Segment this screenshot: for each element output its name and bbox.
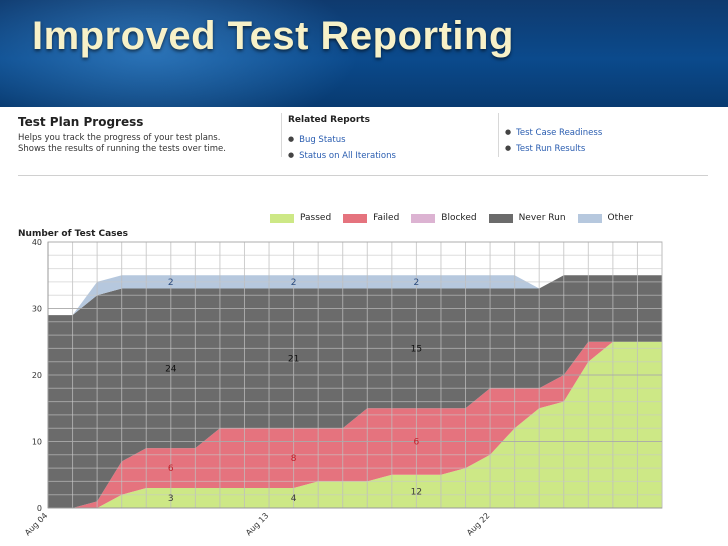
data-label-failed: 8: [291, 454, 297, 464]
bullet-icon: ●: [505, 128, 512, 136]
data-label-passed: 3: [168, 494, 174, 504]
legend-swatch: [488, 213, 513, 223]
link-bug-status[interactable]: ● Bug Status: [288, 132, 396, 148]
x-tick-label: Aug 13: [244, 511, 270, 537]
data-label-passed: 4: [291, 494, 297, 504]
legend-swatch: [411, 213, 436, 223]
chart-legend: Passed Failed Blocked Never Run Other: [270, 211, 645, 225]
header-separator: [18, 175, 708, 176]
y-tick-label: 40: [32, 238, 42, 247]
y-tick-label: 30: [32, 305, 42, 314]
data-label-other: 2: [291, 278, 297, 288]
related-reports: Related Reports: [288, 115, 370, 125]
bullet-icon: ●: [505, 144, 512, 152]
bullet-icon: ●: [288, 135, 295, 143]
y-tick-label: 0: [37, 504, 42, 513]
related-links-col1: ● Bug Status ● Status on All Iterations: [288, 132, 396, 164]
legend-item-never-run: Never Run: [488, 213, 566, 223]
slide-title: Improved Test Reporting: [32, 14, 514, 58]
legend-label: Other: [607, 213, 634, 223]
report-description-line: Helps you track the progress of your tes…: [18, 133, 221, 143]
legend-label: Blocked: [441, 213, 477, 223]
legend-label: Never Run: [518, 213, 566, 223]
legend-item-passed: Passed: [270, 213, 331, 223]
area-failed: [48, 341, 662, 508]
area-never-run: [48, 275, 662, 508]
report-title: Test Plan Progress: [18, 115, 144, 129]
x-tick-label: Aug 04: [23, 511, 49, 537]
legend-label: Failed: [373, 213, 400, 223]
link-test-case-readiness[interactable]: ● Test Case Readiness: [505, 125, 602, 141]
data-label-never-run: 24: [165, 364, 177, 374]
legend-swatch: [577, 213, 602, 223]
y-tick-label: 20: [32, 371, 42, 380]
data-label-passed: 12: [411, 487, 422, 497]
report-description: Helps you track the progress of your tes…: [18, 133, 278, 155]
link-label: Test Case Readiness: [516, 128, 603, 138]
legend-item-other: Other: [577, 213, 634, 223]
legend-label: Passed: [300, 213, 332, 223]
data-label-never-run: 15: [411, 344, 422, 354]
link-status-all-iterations[interactable]: ● Status on All Iterations: [288, 148, 396, 164]
data-label-never-run: 21: [288, 354, 299, 364]
banner-glow: [0, 0, 360, 107]
legend-swatch: [270, 213, 294, 223]
data-label-other: 2: [168, 278, 174, 288]
link-test-run-results[interactable]: ● Test Run Results: [505, 141, 602, 157]
y-tick-label: 10: [32, 438, 42, 447]
header-divider: [498, 113, 499, 157]
related-links-col2: ● Test Case Readiness ● Test Run Results: [505, 125, 602, 157]
legend-swatch: [343, 213, 368, 223]
legend-item-blocked: Blocked: [411, 213, 477, 223]
link-label: Status on All Iterations: [299, 151, 396, 161]
data-label-other: 2: [414, 278, 420, 288]
data-label-failed: 6: [414, 438, 420, 448]
bullet-icon: ●: [288, 151, 295, 159]
data-label-failed: 6: [168, 464, 174, 474]
x-tick-label: Aug 22: [465, 511, 491, 537]
report-description-line: Shows the results of running the tests o…: [18, 144, 226, 154]
legend-item-failed: Failed: [343, 213, 399, 223]
slide-banner: Improved Test Reporting: [0, 0, 728, 107]
link-label: Test Run Results: [516, 144, 586, 154]
header-divider: [281, 113, 282, 157]
area-other: [48, 275, 662, 316]
area-passed: [48, 341, 662, 508]
related-reports-heading: Related Reports: [288, 115, 370, 125]
y-axis-title: Number of Test Cases: [18, 229, 128, 239]
link-label: Bug Status: [299, 135, 346, 145]
